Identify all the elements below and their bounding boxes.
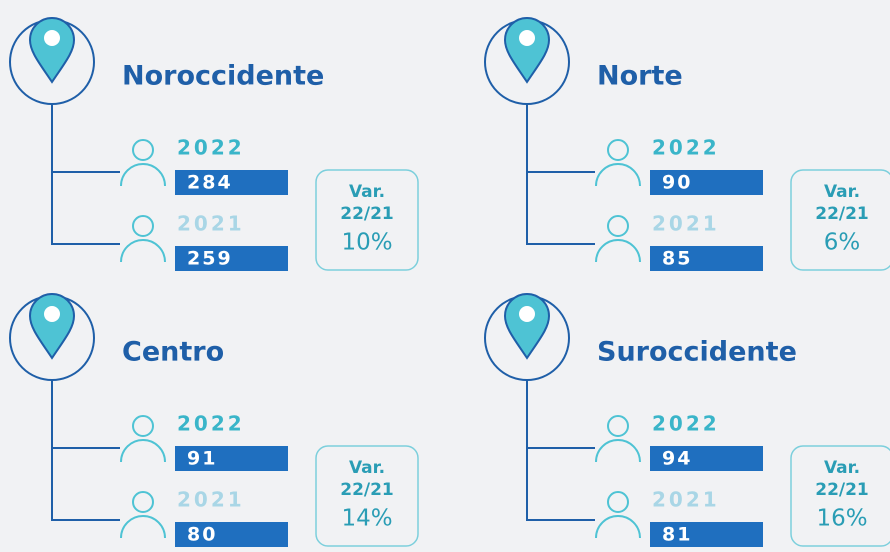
year-label: 2022 [177, 412, 245, 436]
var-pct: 6% [824, 230, 861, 256]
value-bar [175, 170, 288, 195]
person-head [132, 139, 154, 161]
region-title: Suroccidente [597, 337, 797, 368]
person-head [607, 215, 629, 237]
year-label: 2021 [177, 488, 245, 512]
tree-lines [526, 104, 595, 245]
value-label: 94 [662, 448, 692, 470]
person-body [120, 515, 166, 539]
tree-lines [51, 104, 120, 245]
value-bar [650, 522, 763, 547]
value-bar [175, 446, 288, 471]
person-body [120, 439, 166, 463]
region-panel: Norte 2022 90 2021 85 Var.22/21 6% [484, 17, 890, 271]
year-label: 2022 [652, 412, 720, 436]
var-period: 22/21 [815, 480, 869, 500]
region-panel: Suroccidente 2022 94 2021 81 Var.22/21 16% [484, 293, 890, 547]
value-label: 80 [187, 524, 217, 546]
value-label: 284 [187, 172, 233, 194]
value-label: 81 [662, 524, 692, 546]
person-head [607, 139, 629, 161]
person-head [132, 215, 154, 237]
pin-icon [28, 17, 76, 84]
pin-icon [503, 17, 551, 84]
pin-dot [44, 30, 60, 46]
value-label: 259 [187, 248, 233, 270]
person-body [595, 239, 641, 263]
region-panel: Centro 2022 91 2021 80 Var.22/21 14% [9, 293, 419, 547]
var-period: 22/21 [815, 204, 869, 224]
var-box [790, 445, 890, 547]
year-label: 2021 [652, 212, 720, 236]
person-head [132, 415, 154, 437]
pin-dot [44, 306, 60, 322]
person-head [607, 415, 629, 437]
tree-lines [51, 380, 120, 521]
value-bar [650, 446, 763, 471]
person-body [120, 239, 166, 263]
tree-lines [526, 380, 595, 521]
value-bar [175, 246, 288, 271]
year-label: 2021 [177, 212, 245, 236]
region-title: Centro [122, 337, 224, 368]
value-label: 90 [662, 172, 692, 194]
value-label: 91 [187, 448, 217, 470]
value-bar [650, 170, 763, 195]
person-body [595, 439, 641, 463]
person-head [607, 491, 629, 513]
person-body [120, 163, 166, 187]
pin-icon [28, 293, 76, 360]
year-label: 2021 [652, 488, 720, 512]
year-label: 2022 [177, 136, 245, 160]
var-label: Var. [824, 182, 860, 202]
person-head [132, 491, 154, 513]
region-title: Norte [597, 61, 683, 92]
pin-icon [503, 293, 551, 360]
var-box [790, 169, 890, 271]
var-label: Var. [824, 458, 860, 478]
value-label: 85 [662, 248, 692, 270]
var-period: 22/21 [340, 480, 394, 500]
var-label: Var. [349, 458, 385, 478]
region-panel: Noroccidente 2022 284 2021 259 Var.22/21 10% [9, 17, 419, 271]
var-label: Var. [349, 182, 385, 202]
year-label: 2022 [652, 136, 720, 160]
person-body [595, 515, 641, 539]
pin-dot [519, 30, 535, 46]
var-period: 22/21 [340, 204, 394, 224]
pin-dot [519, 306, 535, 322]
var-pct: 16% [816, 506, 867, 532]
value-bar [175, 522, 288, 547]
var-pct: 14% [341, 506, 392, 532]
var-box [315, 169, 419, 271]
var-pct: 10% [341, 230, 392, 256]
person-body [595, 163, 641, 187]
region-title: Noroccidente [122, 61, 324, 92]
var-box [315, 445, 419, 547]
value-bar [650, 246, 763, 271]
